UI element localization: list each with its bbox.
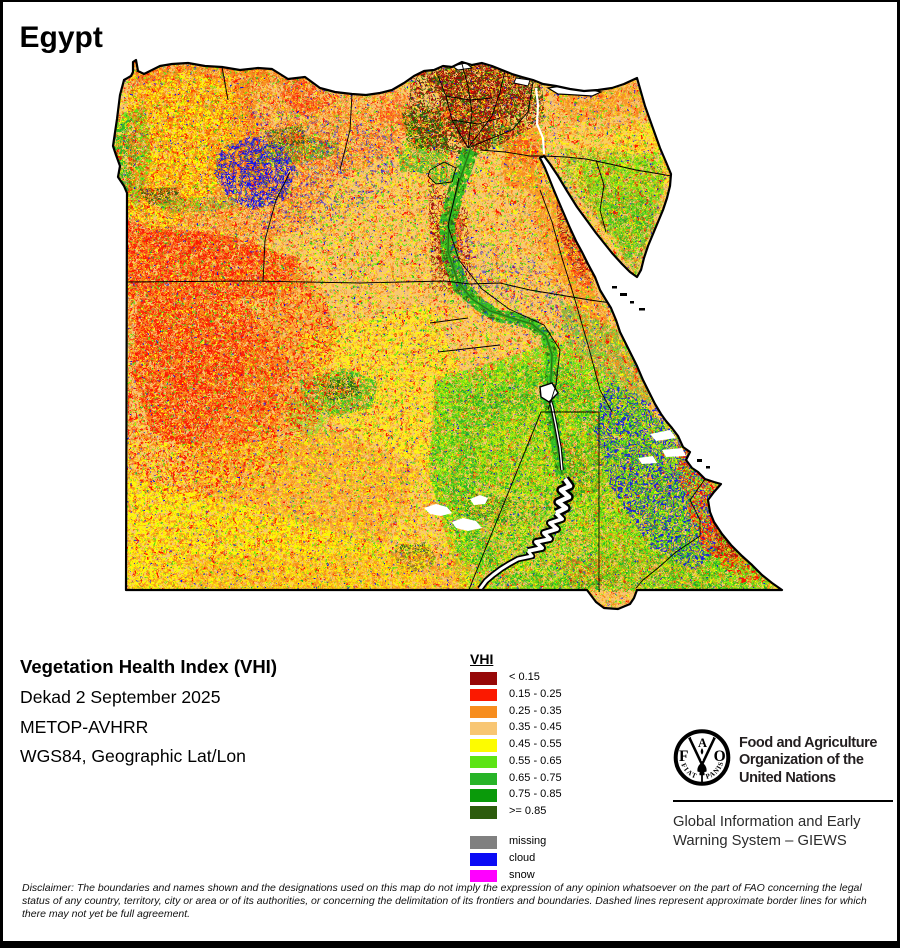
- svg-text:A: A: [698, 736, 707, 750]
- svg-text:FIAT: FIAT: [679, 762, 699, 781]
- svg-text:F: F: [679, 748, 688, 765]
- svg-text:O: O: [714, 748, 726, 765]
